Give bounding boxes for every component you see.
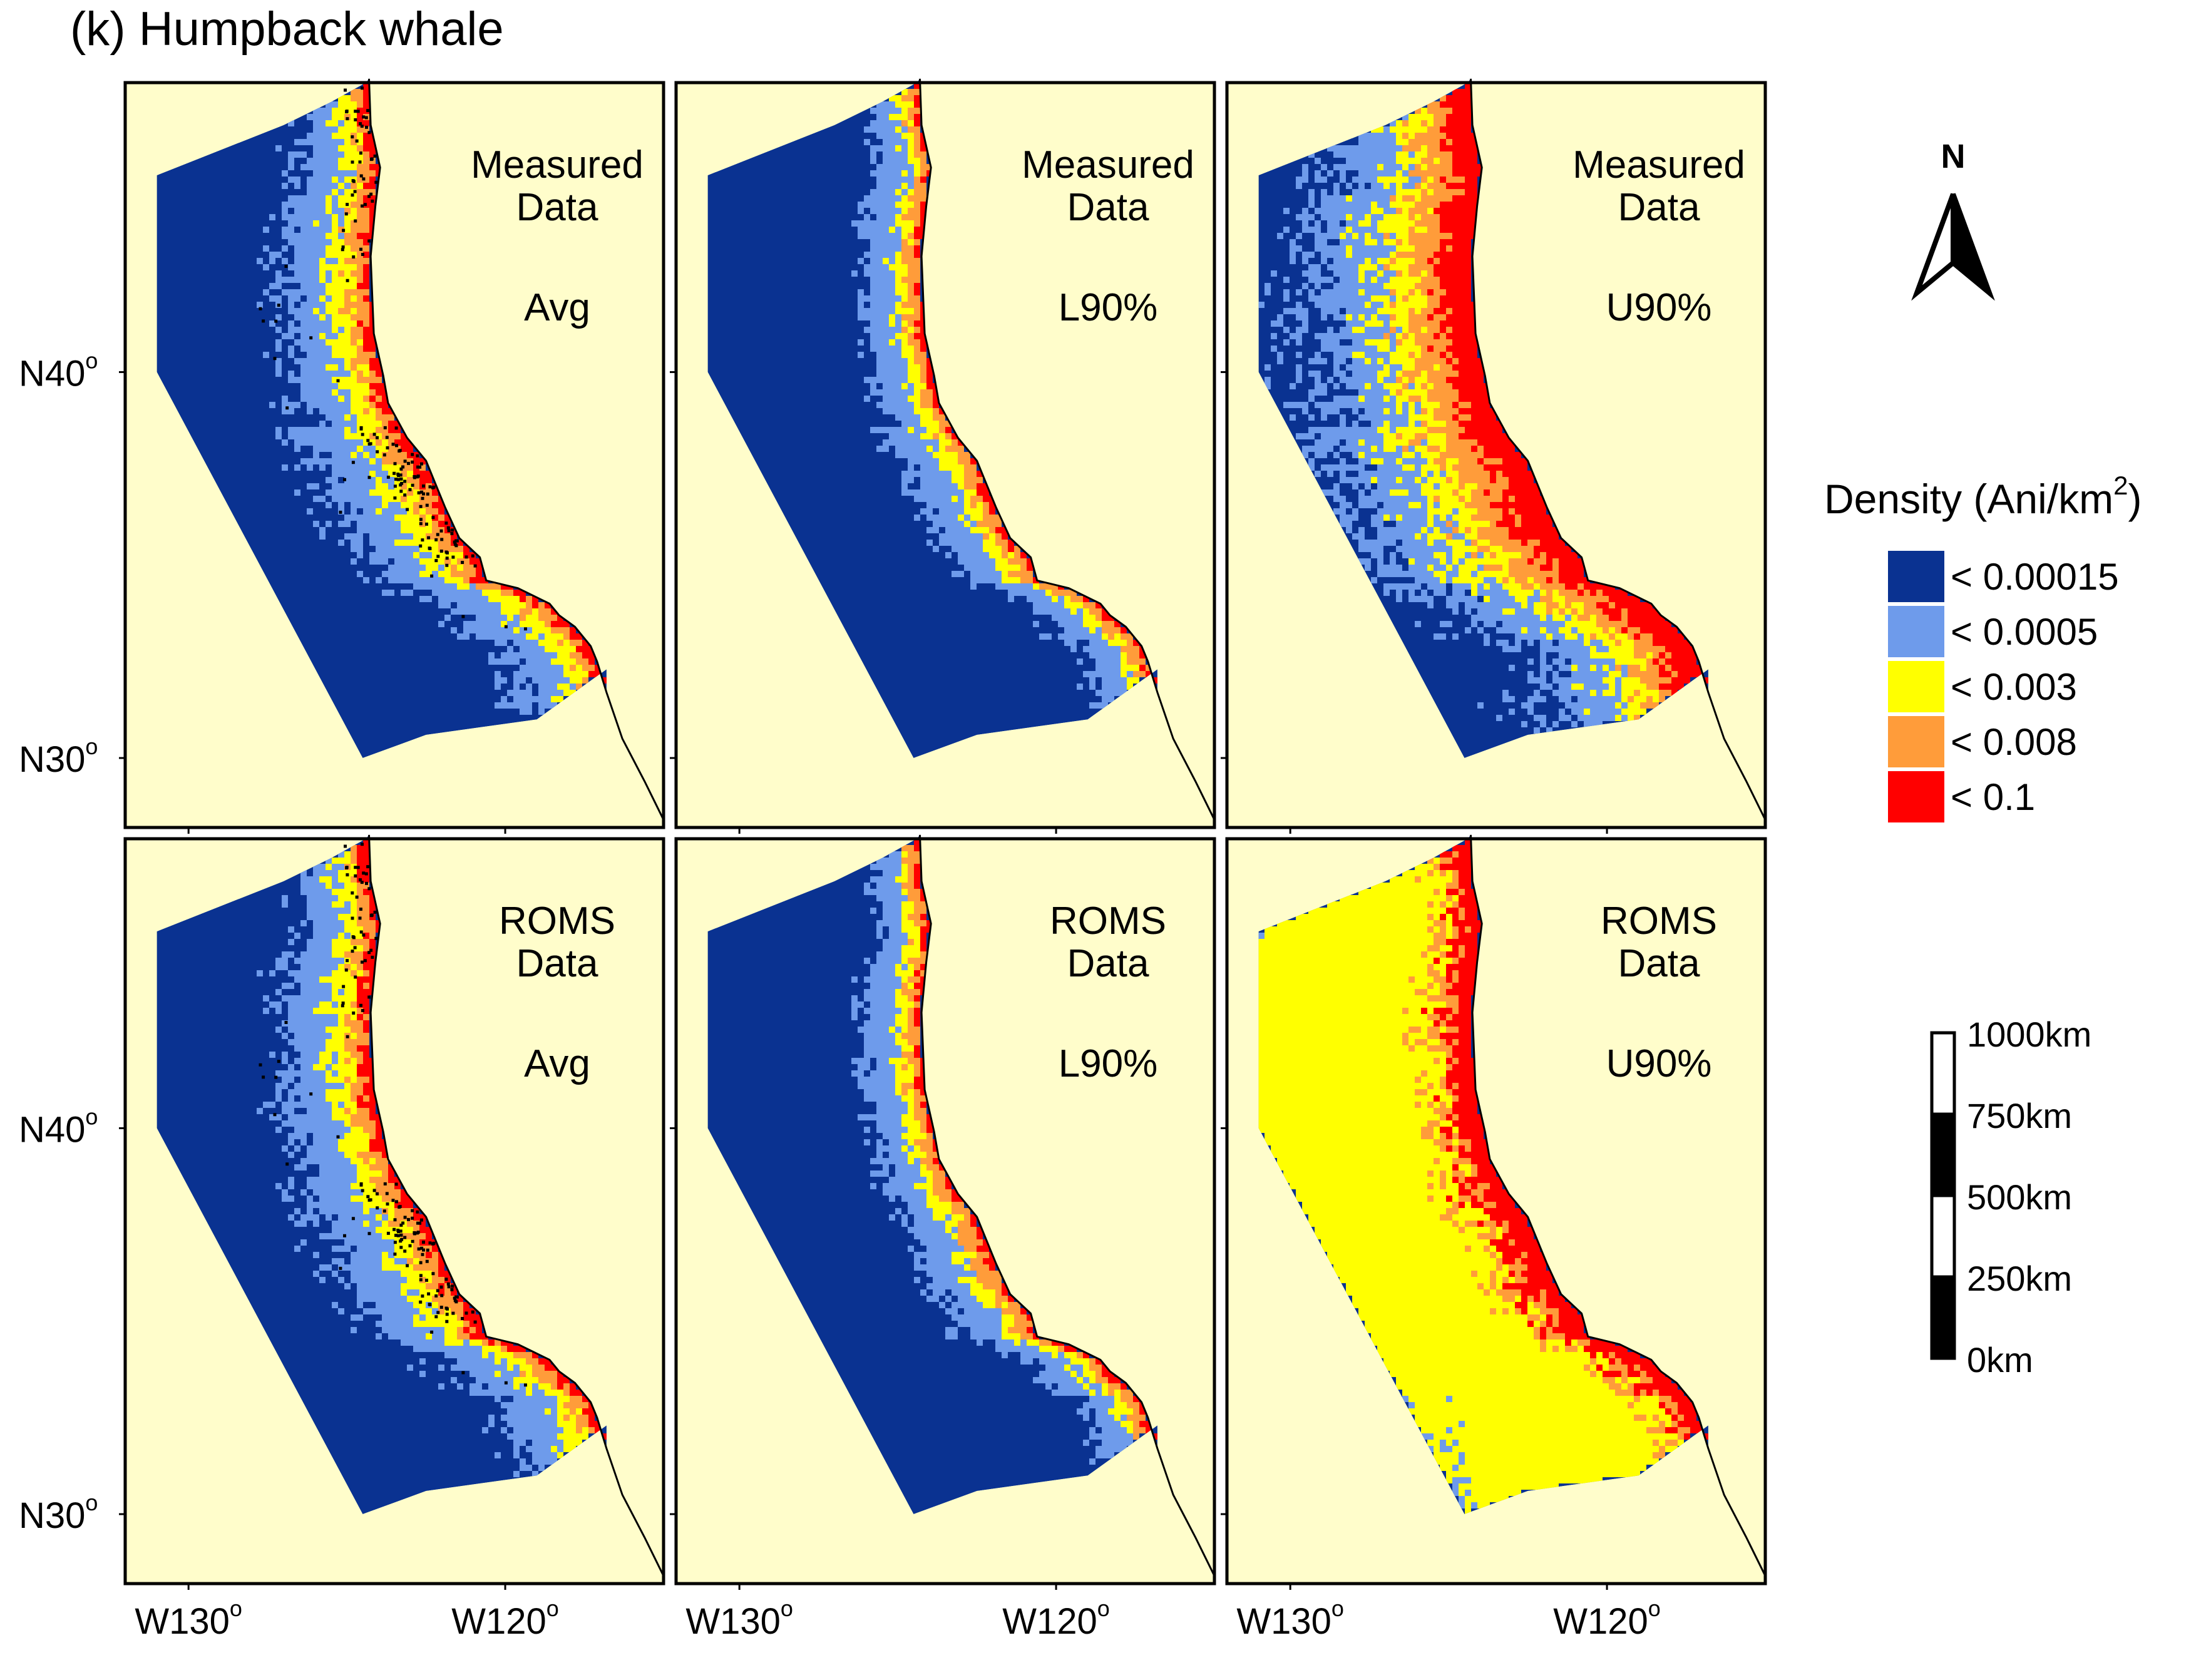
panel-statistic: L90% [1059,1042,1158,1085]
legend-label: < 0.00015 [1951,556,2119,598]
coastline [368,78,665,821]
legend-item: < 0.00015 [1888,551,2119,602]
panel-data-source-line1: Measured [1022,143,1194,187]
legend-swatch [1888,606,1944,657]
legend-title: Density (Ani/km2) [1824,471,2142,522]
panel-statistic: Avg [524,286,590,329]
lat-label: N30o [19,734,98,780]
coastline [919,834,1216,1577]
legend-title-superscript: 2 [2113,471,2128,500]
panel-statistic: U90% [1606,1042,1712,1085]
panel-data-source-line1: ROMS [499,899,615,943]
scale-bar: 1000km 750km 500km 250km 0km [1930,1015,2091,1380]
north-arrow: N [1911,138,1995,301]
lon-label: W130o [685,1595,793,1642]
compass-arrow-icon [1911,193,1995,301]
north-arrow-label: N [1941,138,1966,175]
lat-label: N40o [19,347,98,394]
lon-label: W120o [1553,1595,1661,1642]
panel-data-source-line2: Data [1618,942,1700,985]
scale-bar-label: 1000km [1967,1015,2091,1054]
legend-title-text: Density (Ani/km [1824,476,2113,522]
scale-bar-segment [1930,1031,1956,1116]
axis-labels: N40o N30o N40o N30o W130o W120o W130o W120o W130… [19,347,1661,1642]
coastline [1470,834,1767,1577]
lon-label: W130o [1236,1595,1344,1642]
panel-frame [674,81,1216,829]
density-raster [707,78,1157,759]
legend-item: < 0.003 [1888,661,2077,712]
coastline [919,78,1216,821]
panel-data-source-line1: Measured [1572,143,1745,187]
legend-title-close: ) [2128,476,2142,522]
panel-data-source-line1: ROMS [1601,899,1717,943]
panel-frame [1225,837,1767,1585]
panel-data-source-line2: Data [1618,186,1700,229]
lon-label: W130o [135,1595,242,1642]
scale-bar-segment [1930,1275,1956,1360]
legend-item: < 0.008 [1888,716,2077,767]
lat-label: N30o [19,1490,98,1536]
panel-frame [123,837,665,1585]
panel-statistic: U90% [1606,286,1712,329]
legend-label: < 0.003 [1951,666,2077,708]
legend-label: < 0.008 [1951,721,2077,763]
density-legend: Density (Ani/km2) < 0.00015< 0.0005< 0.0… [1824,471,2142,822]
panel-data-source-line2: Data [1067,942,1149,985]
lat-label: N40o [19,1104,98,1150]
panel-statistic: Avg [524,1042,590,1085]
legend-swatch [1888,551,1944,602]
panel-data-source-line1: ROMS [1050,899,1166,943]
panel-frame [1225,81,1767,829]
panel-data-source-line1: Measured [471,143,644,187]
density-raster [1258,834,1708,1515]
panel-data-source-line2: Data [1067,186,1149,229]
legend-swatch [1888,771,1944,822]
panel-data-source-line2: Data [516,942,598,985]
scale-bar-segment [1930,1112,1956,1197]
scale-bar-segment [1930,1194,1956,1279]
legend-label: < 0.0005 [1951,611,2098,653]
lon-label: W120o [451,1595,559,1642]
legend-item: < 0.0005 [1888,606,2098,657]
legend-items: < 0.00015 < 0.0005 < 0.003 < 0.008 < 0.1 [1888,551,2119,822]
lon-label: W120o [1002,1595,1110,1642]
figure-title: (k) Humpback whale [70,3,504,56]
legend-swatch [1888,661,1944,712]
legend-swatch [1888,716,1944,767]
panel-statistic: L90% [1059,286,1158,329]
scale-bar-label: 500km [1967,1177,2072,1217]
coastline [1470,78,1767,821]
density-raster [1258,78,1708,759]
legend-label: < 0.1 [1951,776,2035,818]
panel-data-source-line2: Data [516,186,598,229]
panel-frame [674,837,1216,1585]
legend-item: < 0.1 [1888,771,2035,822]
scale-bar-label: 250km [1967,1259,2072,1298]
scale-bar-label: 0km [1967,1340,2033,1380]
panel-frame [123,81,665,829]
scale-bar-label: 750km [1967,1096,2072,1135]
map-panels: MeasuredDataAvgMeasuredDataL90%MeasuredD… [119,78,1767,1590]
coastline [368,834,665,1577]
